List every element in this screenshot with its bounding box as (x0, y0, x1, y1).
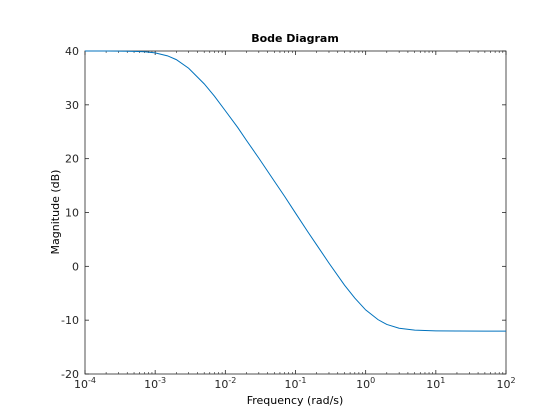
x-tick-label: 102 (496, 376, 515, 391)
y-tick-label: 30 (65, 99, 79, 112)
y-tick-label: 20 (65, 153, 79, 166)
y-axis-label: Magnitude (dB) (49, 170, 62, 255)
x-tick-label: 100 (356, 376, 375, 391)
y-tick-label: 0 (72, 260, 79, 273)
x-tick-label: 10-4 (74, 376, 96, 391)
x-tick-label: 10-2 (214, 376, 236, 391)
x-tick-label: 10-1 (285, 376, 307, 391)
y-tick-label: 10 (65, 207, 79, 220)
x-tick-labels: 10-4 10-3 10-2 10-1 100 101 102 (74, 376, 516, 391)
y-tick-labels: -20 -10 0 10 20 30 40 (61, 45, 79, 381)
chart-title: Bode Diagram (251, 32, 339, 45)
y-tick-label: 40 (65, 45, 79, 58)
magnitude-line (84, 50, 506, 332)
x-tick-label: 101 (426, 376, 445, 391)
major-ticks (84, 50, 507, 375)
x-axis-label: Frequency (rad/s) (247, 394, 344, 407)
y-tick-label: -10 (61, 314, 79, 327)
y-tick-label: -20 (61, 368, 79, 381)
x-tick-label: 10-3 (144, 376, 166, 391)
